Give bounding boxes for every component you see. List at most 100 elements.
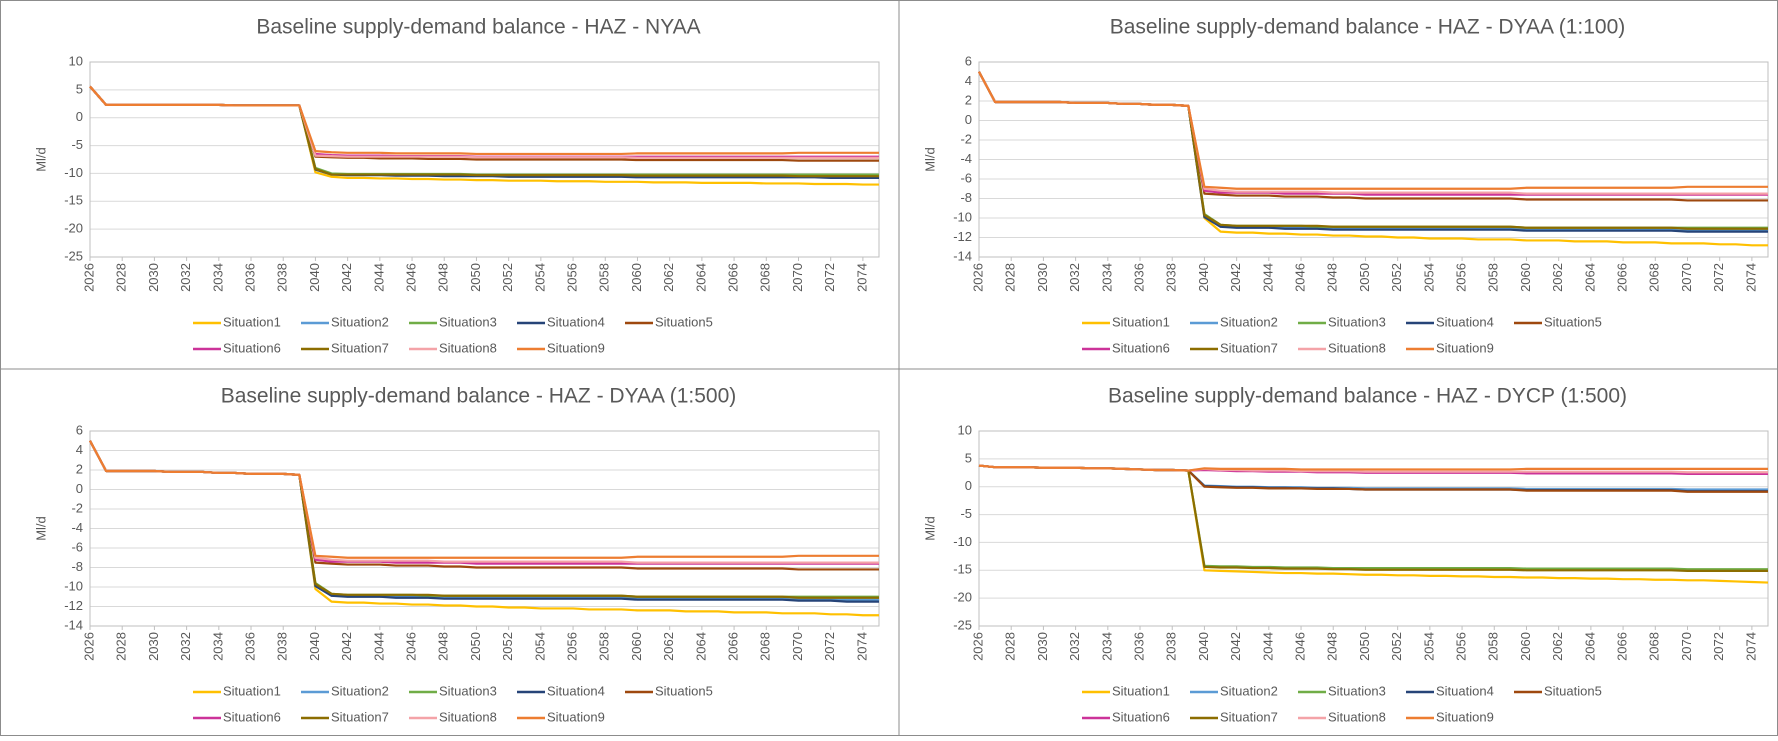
x-tick-label: 2070	[1679, 263, 1694, 292]
x-tick-label: 2026	[970, 263, 985, 292]
x-tick-label: 2040	[307, 263, 322, 292]
x-tick-label: 2038	[1164, 632, 1179, 661]
x-tick-label: 2070	[790, 263, 805, 292]
y-tick-label: 5	[965, 450, 972, 465]
y-tick-label: -20	[64, 221, 83, 236]
legend-label: Situation9	[547, 709, 605, 724]
x-tick-label: 2034	[1099, 263, 1114, 292]
series-line	[89, 85, 879, 162]
y-tick-label: 10	[69, 53, 83, 68]
x-tick-label: 2052	[1389, 632, 1404, 661]
chart-title: Baseline supply-demand balance - HAZ - D…	[1108, 385, 1627, 408]
series-line	[89, 440, 879, 603]
x-tick-label: 2046	[403, 263, 418, 292]
x-tick-label: 2058	[1486, 263, 1501, 292]
legend-label: Situation2	[331, 683, 389, 698]
legend-label: Situation4	[1436, 683, 1494, 698]
x-tick-label: 2046	[1292, 263, 1307, 292]
legend-label: Situation9	[547, 340, 605, 355]
x-tick-label: 2044	[1260, 632, 1275, 661]
plot-border	[89, 61, 880, 258]
y-tick-label: -8	[71, 559, 83, 574]
x-tick-label: 2054	[1421, 632, 1436, 661]
x-tick-label: 2042	[339, 263, 354, 292]
x-tick-label: 2048	[436, 263, 451, 292]
x-tick-label: 2064	[1582, 263, 1597, 292]
legend-label: Situation3	[439, 683, 497, 698]
series-line	[89, 440, 879, 571]
plot-border	[978, 61, 1769, 258]
y-tick-label: -14	[953, 248, 972, 263]
y-axis-label: Ml/d	[33, 147, 48, 172]
series-line	[89, 85, 879, 178]
x-tick-label: 2054	[532, 632, 547, 661]
series-line	[978, 71, 1768, 202]
x-tick-label: 2042	[339, 632, 354, 661]
x-tick-label: 2066	[1615, 632, 1630, 661]
legend-label: Situation8	[439, 340, 497, 355]
series-line	[978, 71, 1768, 229]
x-tick-label: 2054	[1421, 263, 1436, 292]
y-tick-label: -10	[953, 209, 972, 224]
y-tick-label: -6	[960, 170, 972, 185]
y-tick-label: -10	[64, 165, 83, 180]
x-tick-label: 2066	[726, 263, 741, 292]
series-line	[89, 440, 879, 559]
legend-label: Situation8	[1328, 340, 1386, 355]
x-tick-label: 2062	[661, 632, 676, 661]
x-tick-label: 2068	[1647, 263, 1662, 292]
x-tick-label: 2062	[1550, 263, 1565, 292]
y-tick-label: 6	[76, 422, 83, 437]
x-tick-label: 2060	[629, 263, 644, 292]
series-line	[89, 440, 879, 565]
y-tick-label: -15	[953, 562, 972, 577]
x-tick-label: 2074	[1743, 632, 1758, 661]
legend-label: Situation2	[1220, 683, 1278, 698]
x-tick-label: 2064	[693, 263, 708, 292]
x-tick-label: 2062	[661, 263, 676, 292]
x-tick-label: 2034	[210, 632, 225, 661]
series-line	[89, 85, 879, 176]
y-tick-label: 4	[965, 73, 972, 88]
x-tick-label: 2036	[242, 632, 257, 661]
x-tick-label: 2052	[500, 263, 515, 292]
legend-label: Situation2	[331, 314, 389, 329]
legend-label: Situation6	[223, 340, 281, 355]
x-tick-label: 2060	[1518, 632, 1533, 661]
y-tick-label: 2	[76, 461, 83, 476]
y-tick-label: -2	[71, 500, 83, 515]
legend-label: Situation3	[439, 314, 497, 329]
series-line	[978, 71, 1768, 230]
x-tick-label: 2040	[1196, 632, 1211, 661]
legend-label: Situation3	[1328, 314, 1386, 329]
series-line	[89, 85, 879, 158]
y-tick-label: 0	[76, 481, 83, 496]
x-tick-label: 2028	[114, 632, 129, 661]
x-tick-label: 2064	[1582, 632, 1597, 661]
legend-label: Situation5	[655, 314, 713, 329]
x-tick-label: 2032	[1067, 632, 1082, 661]
x-tick-label: 2038	[275, 632, 290, 661]
x-tick-label: 2072	[822, 263, 837, 292]
legend-label: Situation9	[1436, 340, 1494, 355]
x-tick-label: 2042	[1228, 632, 1243, 661]
legend-label: Situation7	[331, 709, 389, 724]
y-tick-label: 2	[965, 92, 972, 107]
series-line	[89, 440, 879, 598]
legend-label: Situation1	[223, 683, 281, 698]
x-tick-label: 2038	[275, 263, 290, 292]
series-line	[89, 85, 879, 179]
x-tick-label: 2072	[1711, 263, 1726, 292]
x-tick-label: 2032	[178, 263, 193, 292]
x-tick-label: 2026	[970, 632, 985, 661]
y-tick-label: -14	[64, 617, 83, 632]
series-line	[978, 464, 1768, 572]
legend-label: Situation1	[223, 314, 281, 329]
y-tick-label: 0	[76, 109, 83, 124]
x-tick-label: 2038	[1164, 263, 1179, 292]
x-tick-label: 2066	[726, 632, 741, 661]
x-tick-label: 2050	[1357, 632, 1372, 661]
legend-label: Situation2	[1220, 314, 1278, 329]
x-tick-label: 2058	[597, 632, 612, 661]
y-tick-label: 0	[965, 478, 972, 493]
